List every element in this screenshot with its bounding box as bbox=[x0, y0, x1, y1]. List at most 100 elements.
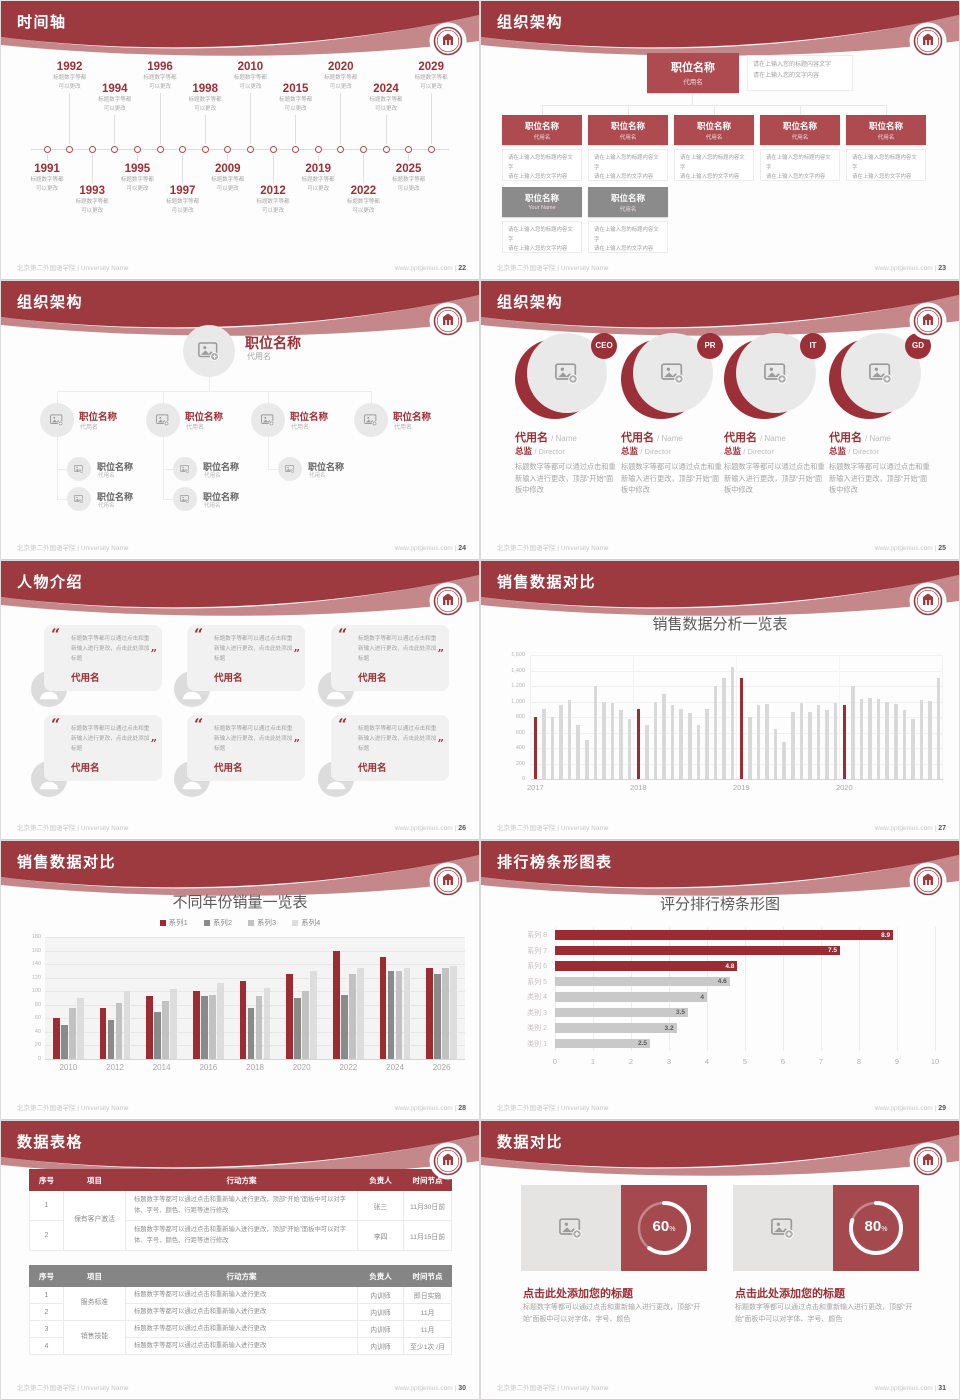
role-column: IT 代用名 / Name 总监 / Director 标题数字等都可以通过点击和重新… bbox=[724, 333, 830, 531]
connector-line bbox=[209, 377, 210, 391]
table-cell: 标题数字等都可以通过点击和重新输入进行更改，顶部“开始”面板中可以对字体、字号、… bbox=[125, 1190, 358, 1221]
position-subtitle: 代用名 bbox=[98, 503, 115, 509]
timeline-year: 2020 bbox=[328, 61, 354, 73]
x-tick-label: 2022 bbox=[339, 1063, 358, 1072]
bar bbox=[555, 945, 840, 955]
position-title: 职位名称 bbox=[290, 412, 329, 423]
timeline-item: 2022 标题数字等都 可以更改 bbox=[335, 185, 391, 215]
role-description: 标题数字等都可以通过点击和重新输入进行更改，顶部“开始”面板中修改 bbox=[515, 462, 616, 495]
gridline-y bbox=[45, 937, 465, 938]
x-tick-label: 10 bbox=[930, 1057, 940, 1066]
x-tick-label: 3 bbox=[666, 1057, 672, 1066]
quote-card: “ 标题数字等都可以通过点击和重新输入进行更改，点击此处添加标题” 代用名 bbox=[44, 715, 162, 781]
person-name: 代用名 / Name bbox=[621, 432, 683, 444]
position-title: 职位名称 bbox=[524, 192, 559, 203]
timeline-axis bbox=[31, 149, 449, 150]
x-axis-line bbox=[531, 779, 943, 780]
slide-sales-chart-dense[interactable]: 销售数据对比 销售数据分析一览表 0 200 400 600 800 1,000 1,200 1… bbox=[481, 561, 959, 839]
header-band bbox=[481, 841, 959, 896]
footer-site-page: www.pptgenius.com | 24 bbox=[395, 545, 466, 552]
image-plus-icon bbox=[180, 465, 190, 474]
bar-value-label: 3.5 bbox=[675, 1009, 685, 1017]
position-subtitle: 代用名 bbox=[705, 134, 723, 141]
x-tick-label: 1 bbox=[590, 1057, 596, 1066]
bar bbox=[216, 983, 224, 1059]
role-badge: IT bbox=[800, 333, 826, 359]
position-subtitle: 代用名 bbox=[619, 206, 637, 213]
y-tick-label: 20 bbox=[34, 1042, 41, 1049]
bar bbox=[403, 967, 411, 1059]
bar bbox=[679, 709, 683, 780]
slide-footer: 北京第二外国语学院 | University Name www.pptgenius… bbox=[497, 1382, 946, 1392]
ranking-bar-chart: 评分排行榜条形图 0 1 2 3 4 5 6 7 8 9 10 系列 8 8.9 系列 7 7.5 系列 6 4.… bbox=[481, 881, 959, 1095]
position-subtitle: 代用名 bbox=[204, 503, 221, 509]
gridline-y bbox=[531, 732, 943, 734]
timeline-year: 2015 bbox=[282, 83, 309, 95]
footer-school: 北京第二外国语学院 | University Name bbox=[17, 1385, 129, 1392]
slide-footer: 北京第二外国语学院 | University Name www.pptgenius… bbox=[17, 1382, 466, 1392]
slide-timeline[interactable]: 时间轴 1991 标题数字等都 可以更改 1992 标题数字等都 可以更改 1993 标题数字… bbox=[1, 1, 479, 279]
slide-title: 组织架构 bbox=[497, 14, 564, 31]
gridline-y bbox=[45, 964, 465, 966]
bar bbox=[555, 992, 707, 1002]
gridline-x bbox=[745, 927, 746, 1051]
photo-placeholder bbox=[40, 403, 74, 437]
slide-people-intro[interactable]: 人物介绍 “标题数字等都可以通过点击和重新输入进行更改，点击此处添加标题” 代用名… bbox=[1, 561, 479, 839]
bar bbox=[782, 741, 786, 779]
image-plus-icon bbox=[285, 465, 295, 474]
slide-org-photos[interactable]: 组织架构 职位名称 代用名 职位名称 代用名 职位名称 代用名 职位名称 代用名 职位名称 代用名… bbox=[1, 281, 479, 559]
table-header-cell: 行动方案 bbox=[125, 1169, 358, 1191]
y-tick-label: 1,600 bbox=[511, 652, 525, 658]
quote-open-icon: “ bbox=[194, 625, 204, 644]
note-box: 请在上输入您的标题内容文字 请在上输入您的文字内容 bbox=[502, 221, 582, 253]
slide-org-boxes[interactable]: 组织架构 职位名称 代用名 请在上输入您的标题内容文字 请在上输入您的文字内容 职位名称… bbox=[481, 1, 959, 279]
footer-school: 北京第二外国语学院 | University Name bbox=[17, 265, 129, 272]
gridline-y bbox=[45, 1045, 465, 1047]
slide-data-compare[interactable]: 数据对比 60% 点击此处添加您的标题 标题数字等都可以通过点击和重新输入进行更改，… bbox=[481, 1121, 959, 1399]
slide-data-tables[interactable]: 数据表格 序号 项目 行动方案 负责人 时间节点 1 保有客户激活 标题数字等都可以通过点击和… bbox=[1, 1121, 479, 1399]
footer-site: www.pptgenius.com bbox=[874, 1105, 933, 1112]
slide-sales-chart-grouped[interactable]: 销售数据对比 不同年份销量一览表 系列1 系列2 系列3 系列4 0 20 40 60 80 100… bbox=[1, 841, 479, 1119]
position-box: 职位名称 代用名 bbox=[588, 115, 668, 145]
bar bbox=[851, 686, 855, 779]
timeline-desc: 标题数字等都 可以更改 bbox=[143, 75, 177, 90]
timeline-item: 2010 标题数字等都 可以更改 bbox=[222, 61, 278, 91]
connector-line bbox=[57, 469, 67, 470]
connector-line bbox=[268, 391, 269, 403]
timeline-connector bbox=[182, 154, 184, 183]
x-tick-label: 4 bbox=[704, 1057, 710, 1066]
slide-footer: 北京第二外国语学院 | University Name www.pptgenius… bbox=[497, 1102, 946, 1112]
note-box: 请在上输入您的标题内容文字 请在上输入您的文字内容 bbox=[674, 149, 754, 181]
role-description: 标题数字等都可以通过点击和重新输入进行更改，顶部“开始”面板中修改 bbox=[621, 462, 722, 495]
y-tick-label: 0 bbox=[521, 776, 525, 782]
footer-page: 26 bbox=[458, 825, 466, 832]
table-cell: 2 bbox=[29, 1303, 64, 1321]
y-tick-label: 80 bbox=[34, 1001, 41, 1008]
image-plus-icon bbox=[764, 363, 787, 384]
university-seal-icon bbox=[429, 22, 467, 60]
legend-label: 系列3 bbox=[257, 918, 277, 927]
slide-org-roles[interactable]: 组织架构 CEO 代用名 / Name 总监 / Director 标题数字等都可以通… bbox=[481, 281, 959, 559]
bar bbox=[833, 703, 838, 779]
slide-ranking-chart[interactable]: 排行榜条形图表 评分排行榜条形图 0 1 2 3 4 5 6 7 8 9 10 系列 8 8.9 系列 7 7… bbox=[481, 841, 959, 1119]
bar bbox=[705, 709, 709, 780]
footer-site-page: www.pptgenius.com | 28 bbox=[395, 1105, 466, 1112]
timeline-dot bbox=[427, 145, 435, 153]
footer-separator: | bbox=[934, 545, 937, 552]
position-title: 职位名称 bbox=[671, 62, 715, 75]
bar bbox=[670, 705, 675, 779]
table-header-cell: 项目 bbox=[63, 1169, 126, 1191]
timeline-dot bbox=[405, 145, 413, 153]
table-cell: 张三 bbox=[357, 1190, 404, 1221]
table-cell: 标题数字等都可以通过点击和重新输入进行更改 bbox=[125, 1337, 358, 1355]
data-compare-content: 60% 点击此处添加您的标题 标题数字等都可以通过点击和重新输入进行更改，顶部“开始… bbox=[481, 1161, 959, 1375]
y-tick-label: 600 bbox=[515, 729, 525, 736]
timeline-desc: 标题数字等都 可以更改 bbox=[75, 199, 109, 214]
bar bbox=[542, 709, 546, 780]
photo-placeholder bbox=[733, 1185, 833, 1271]
gridline-x bbox=[935, 927, 936, 1051]
table-header-cell: 时间节点 bbox=[403, 1265, 452, 1287]
university-seal-icon bbox=[909, 22, 947, 60]
bar bbox=[162, 1000, 170, 1059]
timeline-desc: 标题数字等都 可以更改 bbox=[279, 97, 313, 112]
